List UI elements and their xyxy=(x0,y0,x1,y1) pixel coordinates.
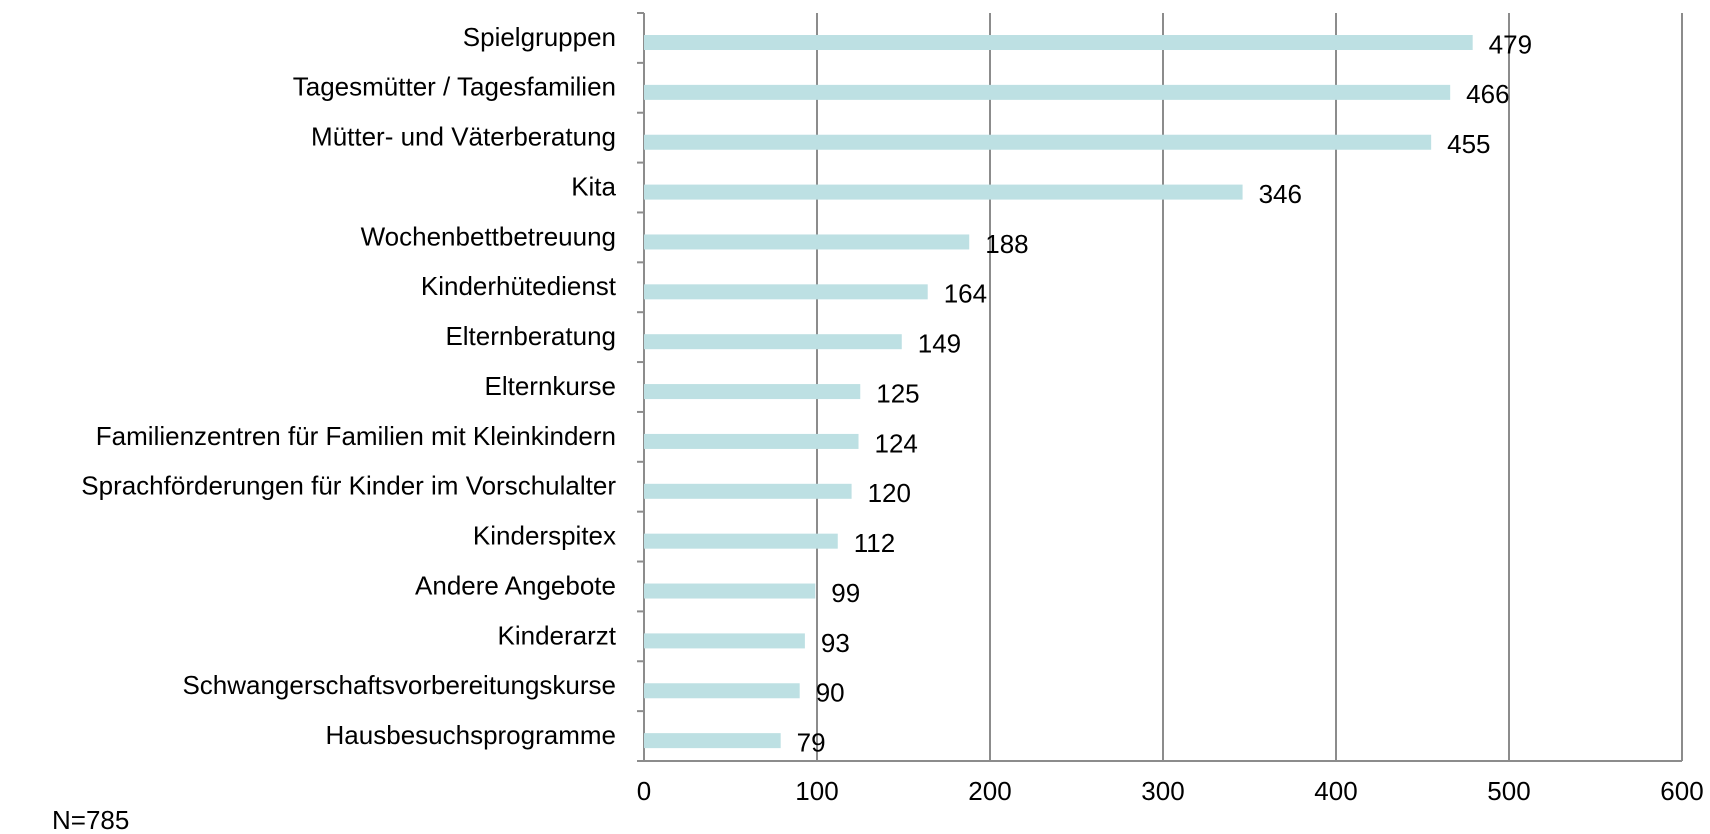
value-label: 164 xyxy=(944,279,987,309)
value-label: 188 xyxy=(985,229,1028,259)
bar xyxy=(644,334,902,350)
value-label: 346 xyxy=(1259,179,1302,209)
value-label: 466 xyxy=(1466,79,1509,109)
x-tick-label: 200 xyxy=(968,776,1011,806)
bar xyxy=(644,184,1243,200)
y-tick-label: Tagesmütter / Tagesfamilien xyxy=(293,72,616,102)
x-tick-label: 600 xyxy=(1660,776,1703,806)
y-tick-label: Andere Angebote xyxy=(415,570,616,600)
value-label: 124 xyxy=(875,428,918,458)
y-tick-label: Kinderhütedienst xyxy=(421,271,617,301)
bar xyxy=(644,533,838,549)
y-tick-label: Wochenbettbetreuung xyxy=(361,221,616,251)
bar xyxy=(644,683,800,699)
y-tick-label: Spielgruppen xyxy=(463,22,616,52)
x-tick-label: 300 xyxy=(1141,776,1184,806)
x-tick-label: 100 xyxy=(795,776,838,806)
bar xyxy=(644,583,816,599)
bar xyxy=(644,733,781,749)
value-label: 120 xyxy=(868,478,911,508)
bar xyxy=(644,384,861,400)
value-label: 93 xyxy=(821,628,850,658)
value-label: 79 xyxy=(797,728,826,758)
footnote: N=785 xyxy=(52,805,129,834)
y-tick-label: Elternkurse xyxy=(485,371,617,401)
bar xyxy=(644,633,805,649)
bar xyxy=(644,433,859,449)
y-tick-label: Mütter- und Väterberatung xyxy=(311,122,616,152)
y-tick-label: Sprachförderungen für Kinder im Vorschul… xyxy=(81,471,616,501)
bar xyxy=(644,134,1432,150)
bar xyxy=(644,234,970,250)
bar xyxy=(644,284,928,300)
value-label: 112 xyxy=(854,528,895,558)
x-tick-label: 500 xyxy=(1487,776,1530,806)
y-tick-label: Kinderarzt xyxy=(498,620,617,650)
bar xyxy=(644,35,1473,50)
value-label: 90 xyxy=(816,678,845,708)
y-tick-label: Kinderspitex xyxy=(473,521,616,551)
x-tick-label: 400 xyxy=(1314,776,1357,806)
bar xyxy=(644,84,1451,100)
y-tick-label: Kita xyxy=(571,171,616,201)
y-tick-label: Elternberatung xyxy=(445,321,616,351)
bar xyxy=(644,483,852,499)
y-tick-label: Hausbesuchsprogramme xyxy=(326,720,616,750)
value-label: 125 xyxy=(876,378,919,408)
y-tick-label: Schwangerschaftsvorbereitungskurse xyxy=(182,670,616,700)
value-label: 455 xyxy=(1447,129,1490,159)
y-tick-label: Familienzentren für Familien mit Kleinki… xyxy=(96,421,616,451)
value-label: 99 xyxy=(831,578,860,608)
x-tick-label: 0 xyxy=(637,776,651,806)
value-label: 149 xyxy=(918,329,961,359)
value-label: 479 xyxy=(1489,29,1532,59)
